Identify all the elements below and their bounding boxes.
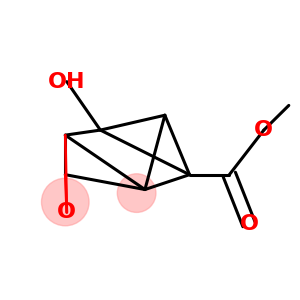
Circle shape [41,178,89,226]
Text: OH: OH [48,72,86,92]
Circle shape [117,174,156,212]
Text: O: O [57,202,76,222]
Text: O: O [239,214,259,234]
Text: O: O [254,120,273,140]
